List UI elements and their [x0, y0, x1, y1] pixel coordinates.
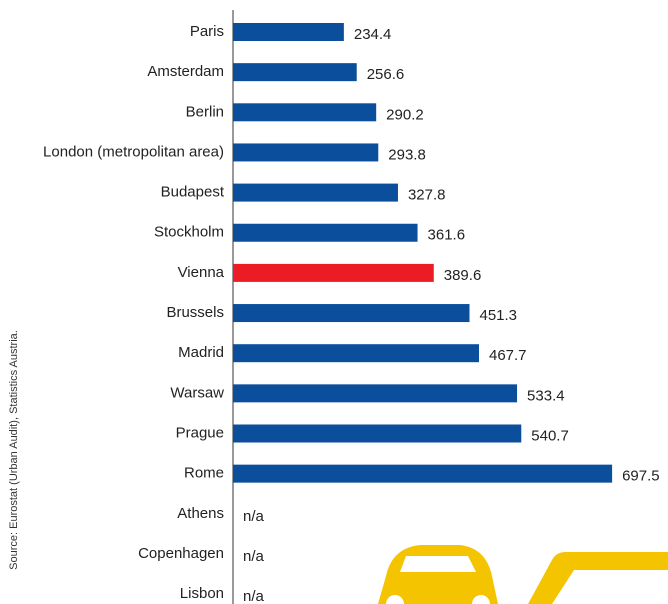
- source-note: Source: Eurostat (Urban Audit), Statisti…: [8, 330, 20, 570]
- value-label: 361.6: [428, 227, 466, 244]
- bar: [233, 23, 344, 41]
- car-icon: [378, 545, 668, 604]
- bar: [233, 464, 613, 483]
- value-label: 451.3: [479, 307, 517, 324]
- value-label: 467.7: [489, 347, 527, 364]
- category-label: London (metropolitan area): [43, 143, 224, 160]
- value-label: 327.8: [408, 187, 446, 204]
- value-label: 293.8: [388, 146, 426, 163]
- bar: [233, 223, 418, 242]
- category-label: Madrid: [178, 344, 224, 361]
- value-label: 256.6: [367, 66, 405, 83]
- value-label: 290.2: [386, 106, 424, 123]
- category-label: Warsaw: [170, 384, 224, 401]
- category-label: Prague: [176, 424, 224, 441]
- category-label: Vienna: [178, 264, 225, 281]
- value-label: 697.5: [622, 468, 660, 485]
- category-label: Stockholm: [154, 224, 224, 241]
- category-label: Rome: [184, 465, 224, 482]
- value-label: n/a: [243, 588, 265, 604]
- bar: [233, 143, 379, 162]
- category-label: Paris: [190, 23, 224, 40]
- category-label: Berlin: [186, 103, 224, 120]
- bar: [233, 263, 434, 282]
- bar: [233, 384, 518, 403]
- value-label: n/a: [243, 548, 265, 565]
- bar: [233, 344, 479, 363]
- value-label: 540.7: [531, 427, 569, 444]
- category-label: Brussels: [166, 304, 224, 321]
- category-label: Lisbon: [180, 585, 224, 602]
- bar: [233, 424, 522, 443]
- value-label: 533.4: [527, 387, 565, 404]
- value-label: 389.6: [444, 267, 482, 284]
- category-label: Budapest: [161, 184, 225, 201]
- bar: [233, 183, 398, 202]
- category-label: Copenhagen: [138, 545, 224, 562]
- category-label: Amsterdam: [147, 63, 224, 80]
- value-label: n/a: [243, 508, 265, 525]
- category-label: Athens: [177, 505, 224, 522]
- value-label: 234.4: [354, 26, 392, 43]
- bar: [233, 103, 377, 122]
- bar: [233, 63, 357, 82]
- bar: [233, 304, 470, 323]
